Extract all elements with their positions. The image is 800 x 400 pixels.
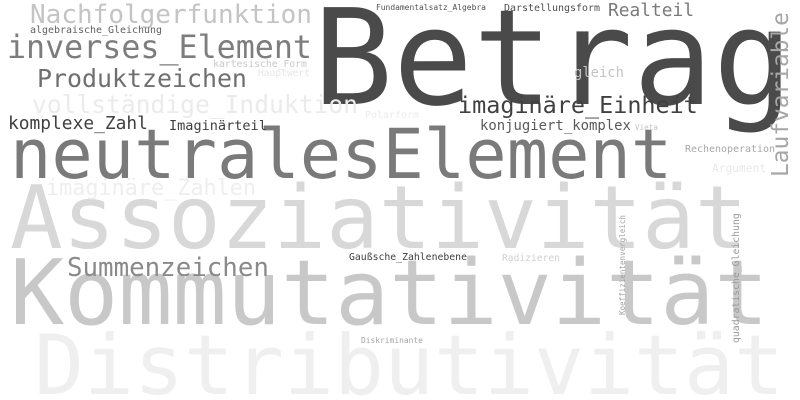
word-algebraische-gleichung: algebraische_Gleichung — [30, 25, 163, 37]
word-imaginaere-zahlen: imaginäre_Zahlen — [46, 176, 256, 202]
word-betrag: Betrag — [313, 0, 793, 136]
word-konjugiert-komplex: konjugiert_komplex — [480, 118, 631, 135]
word-assoziativitaet: Assoziativität — [10, 167, 748, 270]
word-gleich: gleich — [574, 65, 624, 82]
word-kommutativitaet: Kommutativität — [10, 241, 769, 346]
word-neutrales-element: neutralesElement — [10, 115, 673, 196]
word-hauptwert: Hauptwert — [258, 68, 310, 80]
word-radizieren: Radizieren — [502, 253, 560, 265]
word-realteil: Realteil — [608, 0, 695, 22]
word-koeffizientenvergleich: Koeffizientenvergleich — [618, 215, 628, 315]
word-imaginaerteil: Imaginärteil — [169, 118, 267, 135]
word-darstellungsform: Darstellungsform — [504, 3, 601, 15]
word-distributivitaet: Distributivität — [34, 317, 784, 400]
word-rechenoperation: Rechenoperation — [685, 144, 776, 156]
word-quadratische-gleichung: quadratische_Gleichung — [731, 213, 743, 343]
word-kartesische-form: kartesische_Form — [213, 59, 307, 71]
word-vieta: Vieta — [635, 122, 658, 132]
word-summenzeichen: Summenzeichen — [67, 253, 269, 284]
word-produktzeichen: Produktzeichen — [37, 63, 247, 93]
word-komplexe-zahl: komplexe_Zahl — [8, 112, 148, 134]
word-argument: Argument — [712, 162, 766, 176]
word-vollstaendige-induktion: vollständige_Induktion — [32, 89, 358, 119]
word-nachfolgerfunktion: Nachfolgerfunktion — [30, 0, 312, 30]
word-gausssche-zahlenebene: Gaußsche_Zahlenebene — [349, 252, 467, 264]
word-diskriminante: Diskriminante — [361, 335, 423, 345]
word-inverses-element: inverses_Element — [7, 30, 312, 67]
word-polarform: Polarform — [365, 110, 420, 122]
word-imaginaere-einheit: imaginäre_Einheit — [458, 91, 698, 120]
word-fundamentalsatz-algebra: Fundamentalsatz_Algebra — [376, 3, 486, 13]
